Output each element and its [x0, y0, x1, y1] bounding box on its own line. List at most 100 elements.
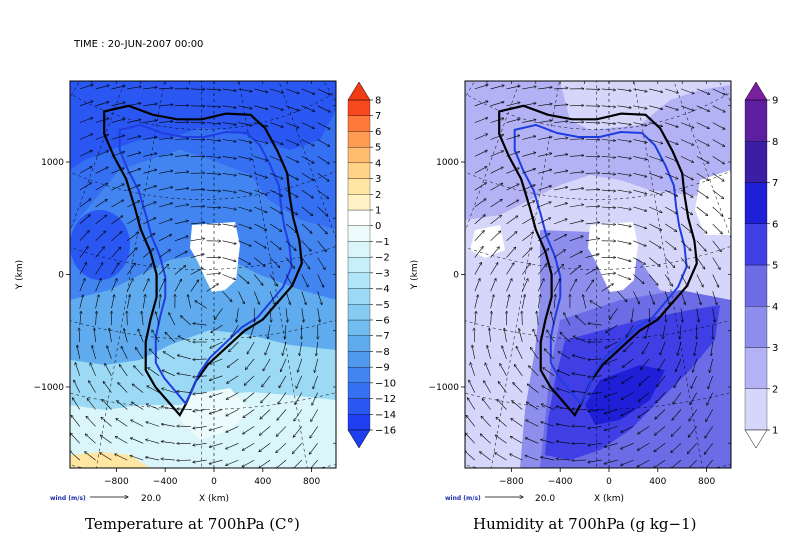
wind-vector	[709, 358, 713, 373]
humidity-map	[465, 81, 731, 468]
wind-vector	[649, 173, 662, 178]
wind-vector	[712, 173, 725, 181]
wind-vector	[127, 169, 140, 174]
colorbar-bin	[744, 347, 768, 389]
wind-vector	[95, 151, 109, 157]
wind-vector	[222, 122, 237, 125]
wind-vector	[143, 120, 157, 123]
wind-vector	[193, 376, 207, 377]
wind-vector	[159, 138, 173, 140]
wind-vector	[206, 156, 221, 157]
colorbar-bin	[347, 162, 371, 179]
wind-vector	[96, 311, 97, 326]
wind-vector	[311, 409, 318, 422]
wind-vector	[696, 257, 705, 270]
meridian-line	[238, 81, 308, 468]
colorbar-bin	[347, 366, 371, 384]
wind-vector	[89, 381, 96, 393]
wind-vector	[633, 105, 647, 109]
wind-vector	[301, 257, 310, 270]
colorbar-tick-label: 0	[375, 221, 381, 232]
wind-vector	[490, 247, 500, 258]
wind-vector	[265, 341, 271, 355]
wind-vector	[244, 375, 255, 386]
wind-vector	[576, 316, 587, 326]
wind-vector	[227, 358, 239, 368]
wind-vector	[158, 279, 165, 292]
wind-vector	[86, 416, 96, 427]
wind-vector	[588, 376, 602, 377]
wind-vector	[317, 156, 330, 164]
wind-vector	[522, 87, 536, 90]
colorbar-bin	[347, 304, 371, 321]
wind-vector	[480, 452, 491, 461]
temperature-vector-key-value: 20.0	[141, 494, 161, 504]
wind-vector	[556, 424, 570, 427]
wind-vector	[90, 363, 96, 376]
wind-vector	[162, 388, 175, 393]
wind-vector	[206, 273, 221, 275]
wind-vector	[490, 263, 498, 275]
meridian-line	[95, 81, 165, 468]
wind-vector	[134, 366, 144, 377]
wind-vector	[671, 426, 682, 436]
wind-vector	[712, 206, 723, 216]
wind-vector	[522, 263, 530, 275]
wind-vector	[649, 223, 662, 230]
wind-vector	[238, 223, 251, 229]
colorbar-tick-label: 4	[375, 158, 381, 169]
coastline	[103, 104, 303, 418]
wind-vector	[633, 206, 646, 211]
wind-vector	[143, 137, 157, 140]
wind-vector	[554, 171, 568, 174]
colorbar-bin	[347, 414, 371, 431]
wind-vector	[135, 347, 144, 360]
wind-vector	[706, 409, 713, 422]
wind-vector	[617, 223, 632, 227]
wind-vector	[526, 420, 539, 427]
wind-vector	[268, 325, 271, 339]
wind-vector	[317, 189, 329, 199]
wind-vector	[696, 88, 710, 94]
wind-vector	[92, 345, 96, 359]
wind-vector	[317, 240, 327, 252]
wind-vector	[497, 399, 507, 410]
wind-vector	[314, 358, 318, 373]
wind-vector	[269, 291, 275, 304]
wind-vector	[210, 358, 223, 364]
wind-vector	[127, 295, 130, 309]
wind-vector	[556, 441, 570, 444]
wind-vector	[637, 459, 650, 467]
wind-vector	[193, 323, 207, 326]
wind-vector	[601, 156, 616, 157]
wind-vector	[127, 263, 135, 275]
wind-vector	[633, 156, 647, 159]
wind-vector	[317, 139, 330, 147]
wind-vector	[159, 154, 173, 157]
wind-vector	[285, 291, 290, 304]
wind-vector	[95, 85, 110, 90]
wind-vector	[588, 323, 602, 326]
meridian-line	[70, 81, 126, 233]
wind-vector	[588, 409, 602, 412]
wind-vector	[484, 381, 491, 393]
wind-vector	[178, 336, 191, 343]
wind-vector	[142, 294, 145, 309]
wind-vector	[704, 443, 713, 454]
x-tick-label: −800	[104, 477, 129, 487]
wind-vector	[664, 240, 676, 250]
wind-vector	[694, 341, 698, 356]
wind-vector	[712, 156, 725, 164]
meridian-line	[673, 81, 731, 239]
wind-vector	[569, 139, 584, 140]
wind-vector	[142, 264, 152, 275]
wind-vector	[262, 375, 271, 387]
wind-vector	[193, 426, 207, 428]
wind-vector	[490, 151, 504, 157]
colorbar-tick-label: 8	[772, 137, 778, 148]
wind-vector	[673, 392, 682, 404]
wind-vector	[105, 364, 112, 376]
wind-vector	[604, 392, 618, 398]
wind-vector	[269, 206, 282, 214]
